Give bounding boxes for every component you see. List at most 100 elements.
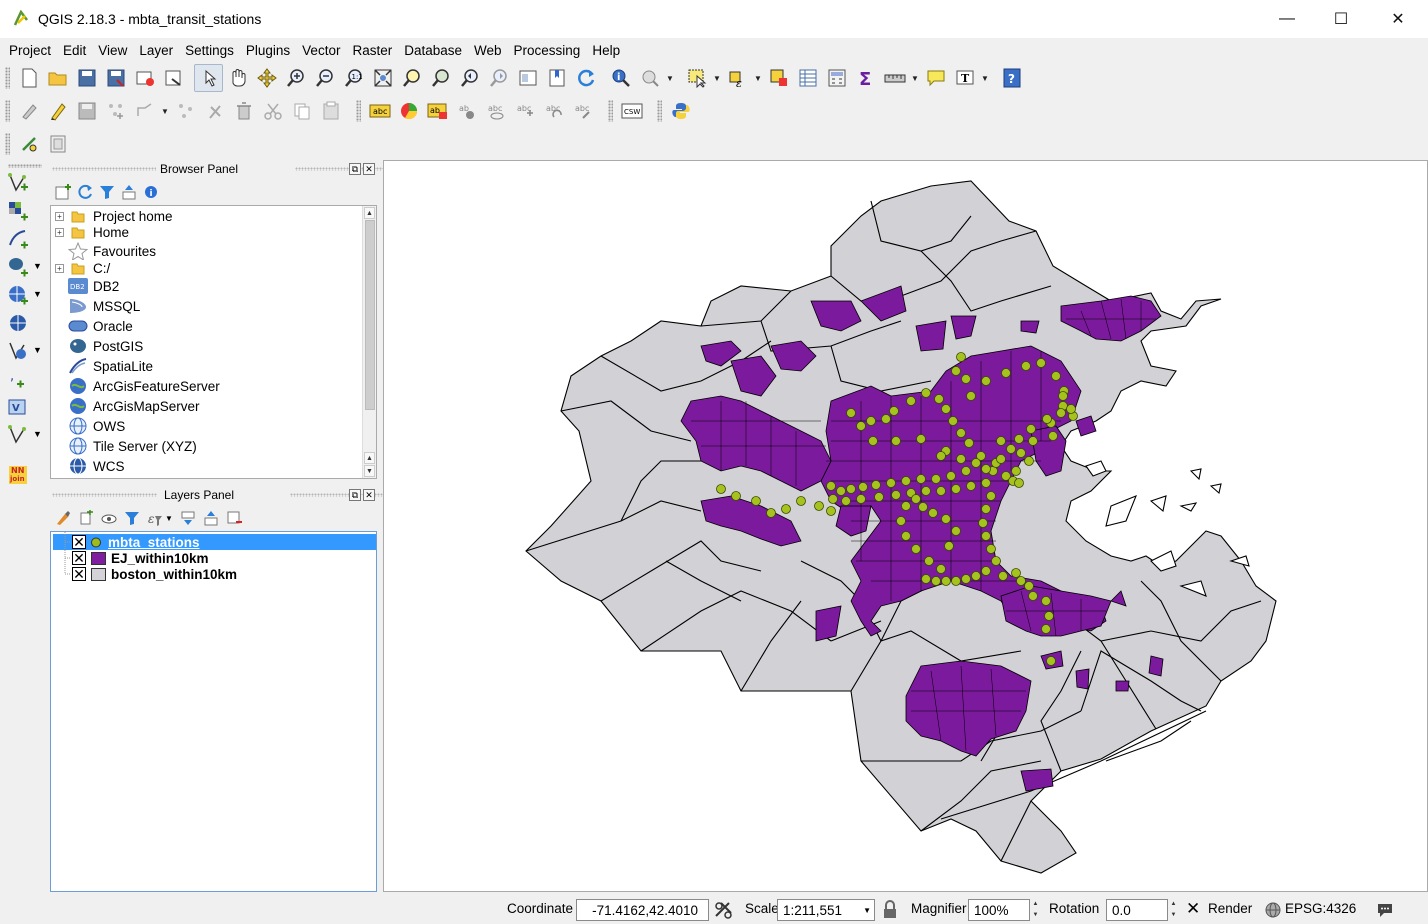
close-button[interactable]: ✕ [1391, 11, 1405, 28]
layer-diagram-icon[interactable] [394, 97, 423, 125]
filter-by-expression-icon[interactable]: ε [147, 510, 163, 526]
zoom-actual-size-icon[interactable]: 1:1 [339, 64, 368, 92]
menu-layer[interactable]: Layer [139, 42, 174, 58]
lock-scale-icon[interactable] [881, 900, 899, 920]
style-manager-icon[interactable] [55, 510, 71, 526]
open-project-icon[interactable] [43, 64, 72, 92]
move-label-icon[interactable]: abc [510, 97, 539, 125]
composer-manager-icon[interactable] [159, 64, 188, 92]
new-bookmark-icon[interactable] [542, 64, 571, 92]
map-tips-icon[interactable] [921, 64, 950, 92]
toggle-editing-icon[interactable] [43, 97, 72, 125]
browser-item-postgis[interactable]: PostGIS [68, 336, 143, 356]
expand-all-icon[interactable] [180, 510, 196, 526]
new-shapefile-layer-icon[interactable] [4, 422, 32, 448]
close-panel-button[interactable]: ✕ [363, 489, 375, 501]
select-by-expression-icon[interactable]: ε [723, 64, 752, 92]
chevron-down-icon[interactable]: ▼ [863, 905, 871, 915]
add-wfs-layer-icon[interactable] [4, 338, 32, 364]
browser-item-spatialite[interactable]: SpatiaLite [68, 356, 153, 376]
browser-item-mssql[interactable]: MSSQL [68, 296, 140, 316]
rotation-spinner[interactable]: ▲ ▼ [1170, 901, 1177, 918]
add-raster-layer-icon[interactable] [4, 198, 32, 224]
zoom-last-icon[interactable] [455, 64, 484, 92]
layer-visibility-checkbox[interactable]: ✕ [72, 566, 86, 582]
toolbar-grip[interactable] [8, 164, 42, 168]
text-annotation-icon[interactable]: T [950, 64, 979, 92]
scroll-down-icon[interactable]: ▼ [364, 465, 375, 477]
manage-map-themes-icon[interactable] [101, 510, 117, 526]
save-as-icon[interactable] [101, 64, 130, 92]
add-selected-layers-icon[interactable] [55, 184, 71, 200]
add-group-icon[interactable] [78, 510, 94, 526]
browser-item-arcgis-map-server[interactable]: ArcGisMapServer [68, 396, 200, 416]
statistical-summary-icon[interactable]: Σ [851, 64, 880, 92]
crs-label[interactable]: EPSG:4326 [1285, 901, 1357, 916]
menu-edit[interactable]: Edit [63, 42, 87, 58]
open-field-calculator-icon[interactable] [822, 64, 851, 92]
collapse-all-icon[interactable] [121, 184, 137, 200]
refresh-icon[interactable] [571, 64, 600, 92]
layer-visibility-checkbox[interactable]: ✕ [72, 550, 86, 566]
run-feature-action-icon[interactable] [635, 64, 664, 92]
add-virtual-layer-icon[interactable]: V [4, 394, 32, 420]
toolbar-grip[interactable] [657, 100, 662, 122]
layer-ej-within10km[interactable]: ✕ EJ_within10km [72, 550, 209, 566]
new-project-icon[interactable] [14, 64, 43, 92]
rotation-field[interactable]: 0.0 [1106, 899, 1168, 921]
toolbar-grip[interactable] [5, 133, 10, 155]
menu-raster[interactable]: Raster [352, 42, 393, 58]
layer-mbta-stations[interactable]: ✕ mbta_stations [53, 534, 376, 550]
zoom-out-icon[interactable] [310, 64, 339, 92]
coordinate-field[interactable]: -71.4162,42.4010 [576, 899, 709, 921]
browser-item-tile-server[interactable]: Tile Server (XYZ) [68, 436, 197, 456]
refresh-icon[interactable] [77, 184, 93, 200]
chevron-down-icon[interactable]: ▼ [911, 73, 919, 83]
scale-combobox[interactable]: 1:211,551 ▼ [777, 899, 875, 921]
copy-features-icon[interactable] [287, 97, 316, 125]
python-console-icon[interactable] [666, 97, 695, 125]
expand-icon[interactable]: + [55, 211, 64, 221]
messages-icon[interactable] [1376, 901, 1396, 919]
close-panel-button[interactable]: ✕ [363, 163, 375, 175]
georeferencer-icon[interactable] [14, 130, 43, 158]
float-panel-button[interactable]: ⧉ [349, 163, 361, 175]
browser-item-oracle[interactable]: Oracle [68, 316, 133, 336]
new-print-composer-icon[interactable] [130, 64, 159, 92]
chevron-down-icon[interactable]: ▼ [981, 73, 989, 83]
chevron-down-icon[interactable]: ▼ [754, 73, 762, 83]
expand-icon[interactable]: + [55, 263, 64, 273]
save-project-icon[interactable] [72, 64, 101, 92]
delete-selected-icon[interactable] [200, 97, 229, 125]
chevron-down-icon[interactable]: ▼ [161, 106, 169, 116]
menu-vector[interactable]: Vector [302, 42, 341, 58]
zoom-to-layer-icon[interactable] [426, 64, 455, 92]
scroll-up-icon[interactable]: ▲ [364, 207, 375, 219]
toolbar-grip[interactable] [356, 100, 361, 122]
chevron-down-icon[interactable]: ▼ [713, 73, 721, 83]
nn-join-icon[interactable]: NN join [4, 462, 32, 488]
deselect-all-icon[interactable] [764, 64, 793, 92]
save-layer-edits-icon[interactable] [72, 97, 101, 125]
coordinate-capture-icon[interactable] [43, 130, 72, 158]
layer-boston-within10km[interactable]: ✕ boston_within10km [72, 566, 238, 582]
browser-item-project-home[interactable]: + Project home [51, 206, 173, 226]
chevron-down-icon[interactable]: ▼ [33, 429, 42, 439]
filter-legend-icon[interactable] [124, 510, 140, 526]
browser-item-wcs[interactable]: WCS [68, 456, 125, 476]
identify-features-icon[interactable]: i [606, 64, 635, 92]
scroll-up-icon[interactable]: ▲ [364, 452, 375, 464]
menu-plugins[interactable]: Plugins [245, 42, 291, 58]
menu-processing[interactable]: Processing [513, 42, 581, 58]
open-attribute-table-icon[interactable] [793, 64, 822, 92]
browser-scrollbar[interactable]: ▲ ▲ ▼ [362, 206, 376, 478]
scrollbar-thumb[interactable] [365, 220, 375, 410]
minimize-button[interactable]: — [1279, 10, 1295, 27]
info-icon[interactable]: i [143, 184, 159, 200]
maximize-button[interactable]: ☐ [1333, 11, 1349, 28]
measure-line-icon[interactable] [880, 64, 909, 92]
menu-help[interactable]: Help [592, 42, 621, 58]
zoom-full-icon[interactable] [368, 64, 397, 92]
add-wcs-layer-icon[interactable] [4, 310, 32, 336]
chevron-down-icon[interactable]: ▼ [33, 345, 42, 355]
